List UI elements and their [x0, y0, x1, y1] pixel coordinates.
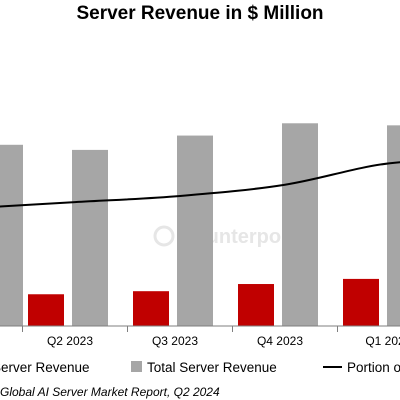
bar-total-server-revenue	[387, 125, 400, 326]
bar-server-revenue	[238, 284, 274, 326]
bar-total-server-revenue	[72, 149, 108, 326]
legend-label-server-revenue: Server Revenue	[0, 360, 90, 375]
bar-server-revenue	[343, 278, 379, 326]
bar-server-revenue	[28, 294, 64, 326]
x-tick-label: Q1 202	[365, 334, 400, 348]
bar-total-server-revenue-partial	[0, 144, 23, 326]
line-portion	[0, 161, 400, 208]
chart-title: Server Revenue in $ Million	[76, 3, 323, 24]
x-tick-label: Q3 2023	[152, 334, 198, 348]
legend-swatch-total-server-revenue	[131, 361, 142, 372]
bar-total-server-revenue	[177, 135, 213, 326]
legend-label-portion: Portion o	[347, 360, 400, 375]
bar-total-server-revenue	[282, 123, 318, 327]
x-tick-label: Q4 2023	[257, 334, 303, 348]
legend-label-total-server-revenue: Total Server Revenue	[147, 360, 277, 375]
x-tick-label: Q2 2023	[47, 334, 93, 348]
legend: Server Revenue Total Server Revenue Port…	[0, 360, 400, 375]
bar-server-revenue	[133, 291, 169, 326]
watermark-logo-icon	[153, 225, 175, 247]
source-note: Global AI Server Market Report, Q2 2024	[0, 385, 220, 399]
